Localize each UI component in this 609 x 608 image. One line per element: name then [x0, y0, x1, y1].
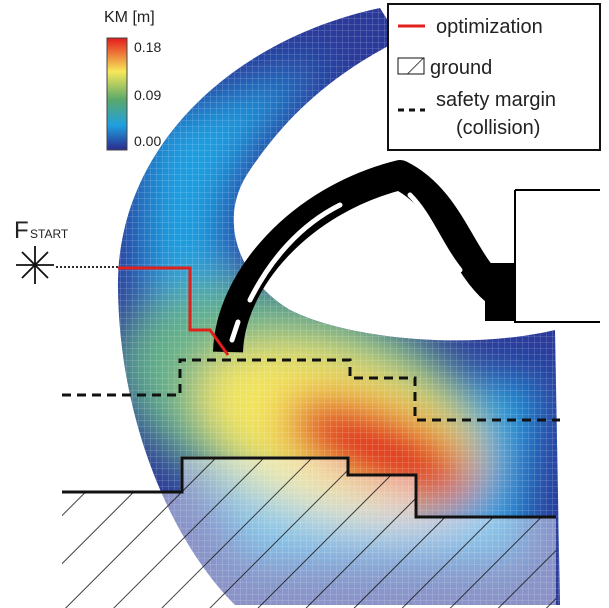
- legend-entry: optimization: [436, 16, 543, 38]
- force-symbol: [16, 246, 118, 284]
- colorbar-tick: 0.00: [134, 133, 161, 149]
- legend-swatch: [398, 58, 424, 74]
- figure: F START KM [m] 0.18 0.09 0.00 optimizati…: [0, 0, 609, 608]
- force-label: F: [14, 217, 29, 244]
- force-subscript: START: [30, 227, 69, 241]
- colorbar-tick: 0.18: [134, 39, 161, 55]
- colorbar-title: KM [m]: [104, 9, 155, 26]
- legend-entry: (collision): [456, 117, 540, 139]
- colorbar: [107, 38, 127, 150]
- legend-entry: safety margin: [436, 89, 556, 111]
- legend-entry: ground: [430, 57, 492, 79]
- colorbar-tick: 0.09: [134, 87, 161, 103]
